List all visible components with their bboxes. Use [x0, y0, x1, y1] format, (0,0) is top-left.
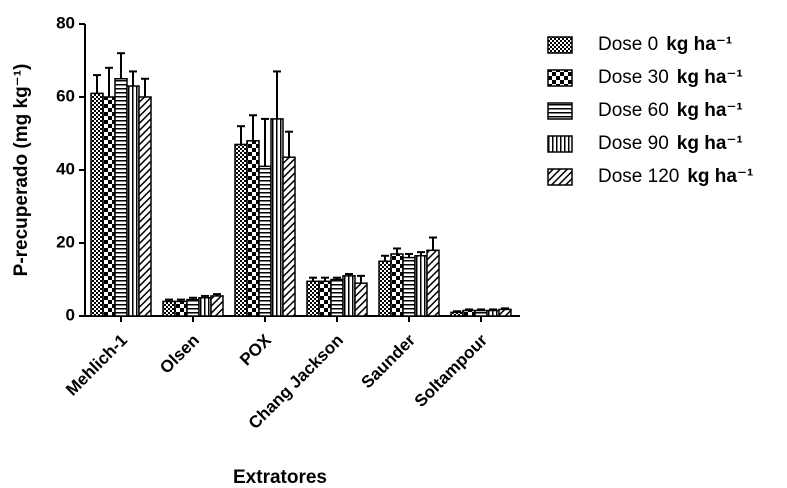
bar	[270, 118, 284, 317]
bar	[402, 256, 416, 317]
y-tick-label: 40	[56, 159, 75, 178]
bar	[486, 309, 500, 317]
bar	[114, 78, 128, 317]
bar	[210, 295, 224, 317]
x-tick-label: Mehlich-1	[62, 331, 131, 400]
bar	[186, 298, 200, 317]
bar	[234, 143, 248, 317]
legend-name: Dose 90	[598, 133, 669, 154]
y-axis-title: P-recuperado (mg kg⁻¹)	[11, 64, 32, 277]
legend-name: Dose 120	[598, 166, 679, 187]
bar	[330, 278, 344, 317]
legend-unit: kg ha⁻¹	[677, 100, 743, 121]
bar	[138, 96, 152, 317]
bar	[426, 249, 440, 317]
bar	[462, 309, 476, 317]
bar	[474, 309, 488, 317]
bar	[378, 260, 392, 317]
legend-label: Dose 90 kg ha⁻¹	[598, 133, 743, 154]
bar	[246, 140, 260, 317]
x-tick-label: Saunder	[357, 330, 419, 392]
x-tick-label: Soltampour	[411, 330, 491, 410]
bar	[390, 253, 404, 317]
legend-swatch	[547, 69, 573, 87]
bar	[126, 85, 140, 317]
bar	[162, 300, 176, 317]
legend-name: Dose 0	[598, 34, 658, 55]
bar	[174, 300, 188, 317]
y-tick-label: 60	[56, 86, 75, 105]
bar	[306, 280, 320, 317]
legend-name: Dose 60	[598, 100, 669, 121]
legend-unit: kg ha⁻¹	[677, 67, 743, 88]
legend-swatch	[547, 36, 573, 54]
legend-label: Dose 60 kg ha⁻¹	[598, 100, 743, 121]
y-tick-label: 20	[56, 232, 75, 251]
bar	[90, 92, 104, 317]
legend-unit: kg ha⁻¹	[677, 133, 743, 154]
legend-name: Dose 30	[598, 67, 669, 88]
bar	[354, 282, 368, 317]
legend-unit: kg ha⁻¹	[687, 166, 753, 187]
legend-label: Dose 30 kg ha⁻¹	[598, 67, 743, 88]
legend-label: Dose 120 kg ha⁻¹	[598, 166, 753, 187]
legend-swatch	[547, 168, 573, 186]
legend-unit: kg ha⁻¹	[666, 34, 732, 55]
legend-swatch	[547, 135, 573, 153]
legend-swatch	[547, 102, 573, 120]
bar	[102, 96, 116, 317]
bar	[414, 255, 428, 317]
bar	[318, 280, 332, 317]
bar	[498, 308, 512, 317]
bar	[342, 275, 356, 317]
bar	[450, 311, 464, 317]
y-tick-label: 80	[56, 13, 75, 32]
bar	[198, 297, 212, 317]
bar	[258, 165, 272, 317]
y-tick-label: 0	[66, 305, 75, 324]
bar	[282, 156, 296, 317]
x-tick-label: Olsen	[156, 331, 203, 378]
x-axis-title: Extratores	[233, 467, 327, 488]
legend-label: Dose 0 kg ha⁻¹	[598, 34, 732, 55]
x-tick-label: POX	[236, 330, 275, 369]
